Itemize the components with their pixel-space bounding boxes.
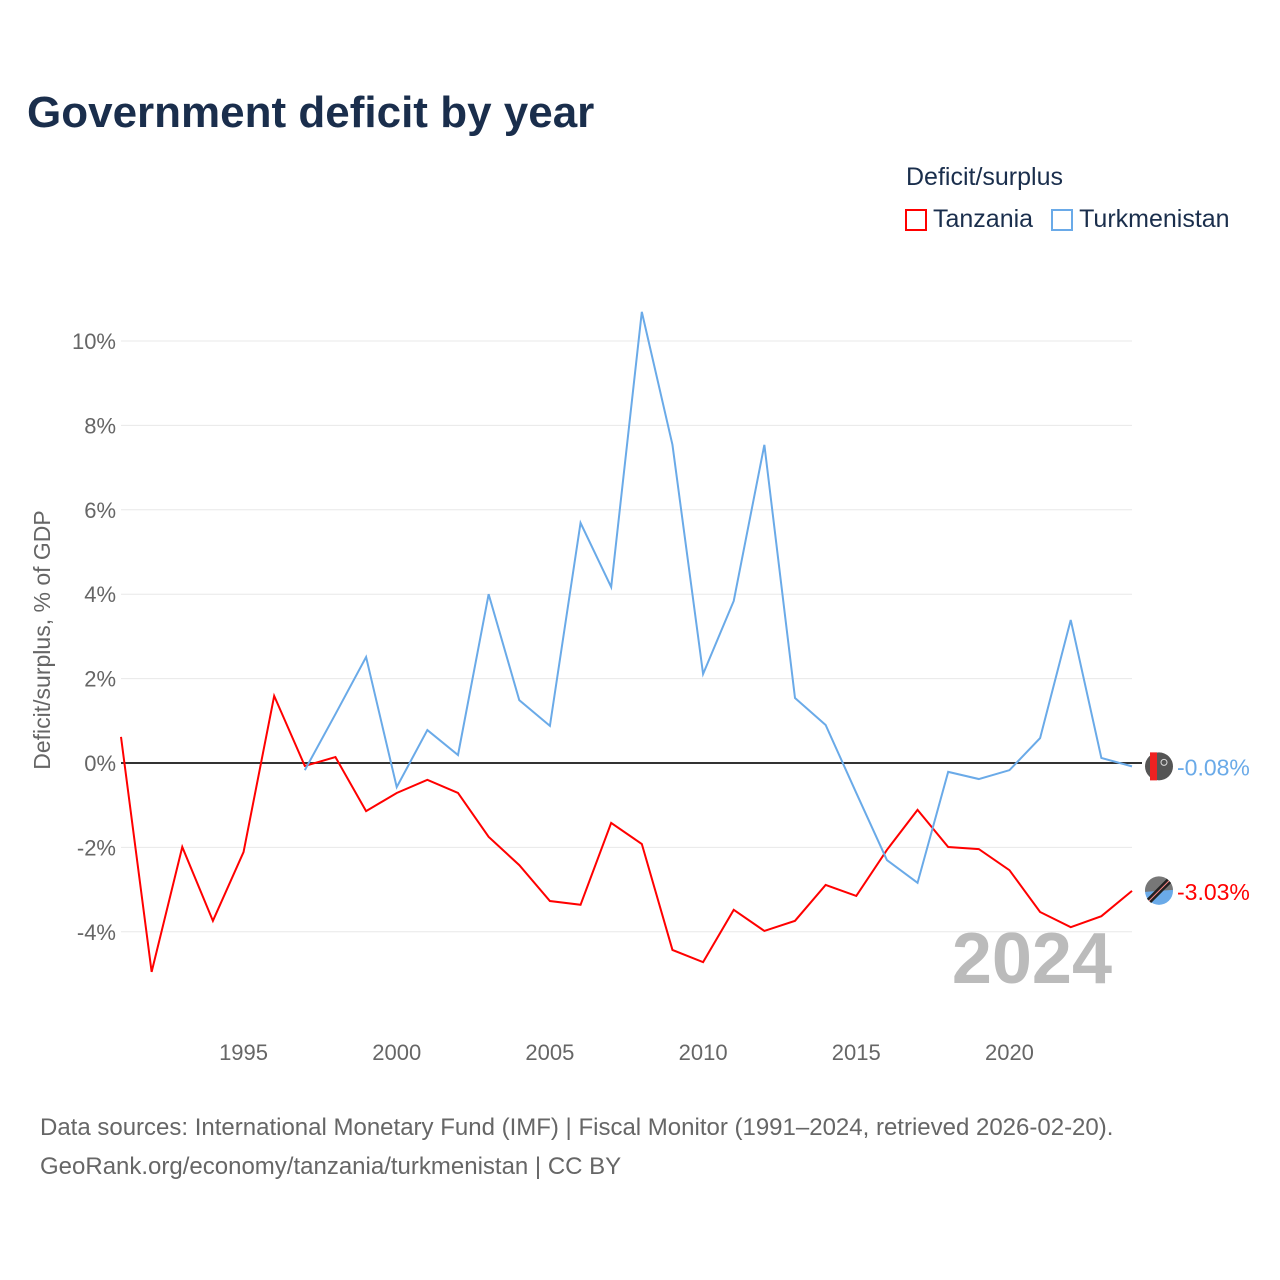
x-tick-label: 2000 xyxy=(372,1040,421,1065)
year-label: 2024 xyxy=(952,919,1112,999)
source-note: Data sources: International Monetary Fun… xyxy=(40,1108,1113,1186)
source-line-1: Data sources: International Monetary Fun… xyxy=(40,1114,1114,1141)
y-axis-label: Deficit/surplus, % of GDP xyxy=(29,510,55,769)
y-tick-label: 4% xyxy=(84,582,116,607)
x-tick-label: 2005 xyxy=(525,1040,574,1065)
series-line-turkmenistan xyxy=(303,311,1133,885)
legend-title: Deficit/surplus xyxy=(906,163,1063,191)
legend-swatch-turkmenistan xyxy=(1051,208,1074,231)
end-value-label: -3.03% xyxy=(1177,879,1250,905)
y-tick-label: 0% xyxy=(84,751,116,776)
series-line-tanzania xyxy=(120,692,1133,973)
y-tick-label: 8% xyxy=(84,413,116,438)
x-tick-label: 2020 xyxy=(985,1040,1034,1065)
legend-label: Turkmenistan xyxy=(1079,205,1230,233)
x-tick-label: 2010 xyxy=(679,1040,728,1065)
flag-part xyxy=(1145,752,1173,781)
y-tick-label: 10% xyxy=(72,329,116,354)
legend-label: Tanzania xyxy=(933,205,1034,233)
flag-icon-tanzania xyxy=(1144,876,1173,905)
legend-swatch-tanzania xyxy=(905,208,927,231)
flag-part xyxy=(1150,752,1157,781)
y-tick-label: -2% xyxy=(77,835,116,860)
chart-title: Government deficit by year xyxy=(27,88,595,137)
end-value-label: -0.08% xyxy=(1177,754,1250,780)
flag-icon-turkmenistan xyxy=(1145,752,1173,781)
flag-part xyxy=(1148,880,1170,902)
legend-item-tanzania[interactable]: Tanzania xyxy=(905,205,1033,234)
y-tick-label: 6% xyxy=(84,498,116,523)
source-line-2[interactable]: GeoRank.org/economy/tanzania/turkmenista… xyxy=(40,1153,622,1180)
x-tick-label: 2015 xyxy=(832,1040,881,1065)
y-tick-label: 2% xyxy=(84,667,116,692)
legend: Tanzania Turkmenistan xyxy=(905,205,1230,234)
y-tick-label: -4% xyxy=(77,920,116,945)
x-tick-label: 1995 xyxy=(219,1040,268,1065)
flag-part xyxy=(1160,758,1168,766)
legend-item-turkmenistan[interactable]: Turkmenistan xyxy=(1051,205,1230,234)
